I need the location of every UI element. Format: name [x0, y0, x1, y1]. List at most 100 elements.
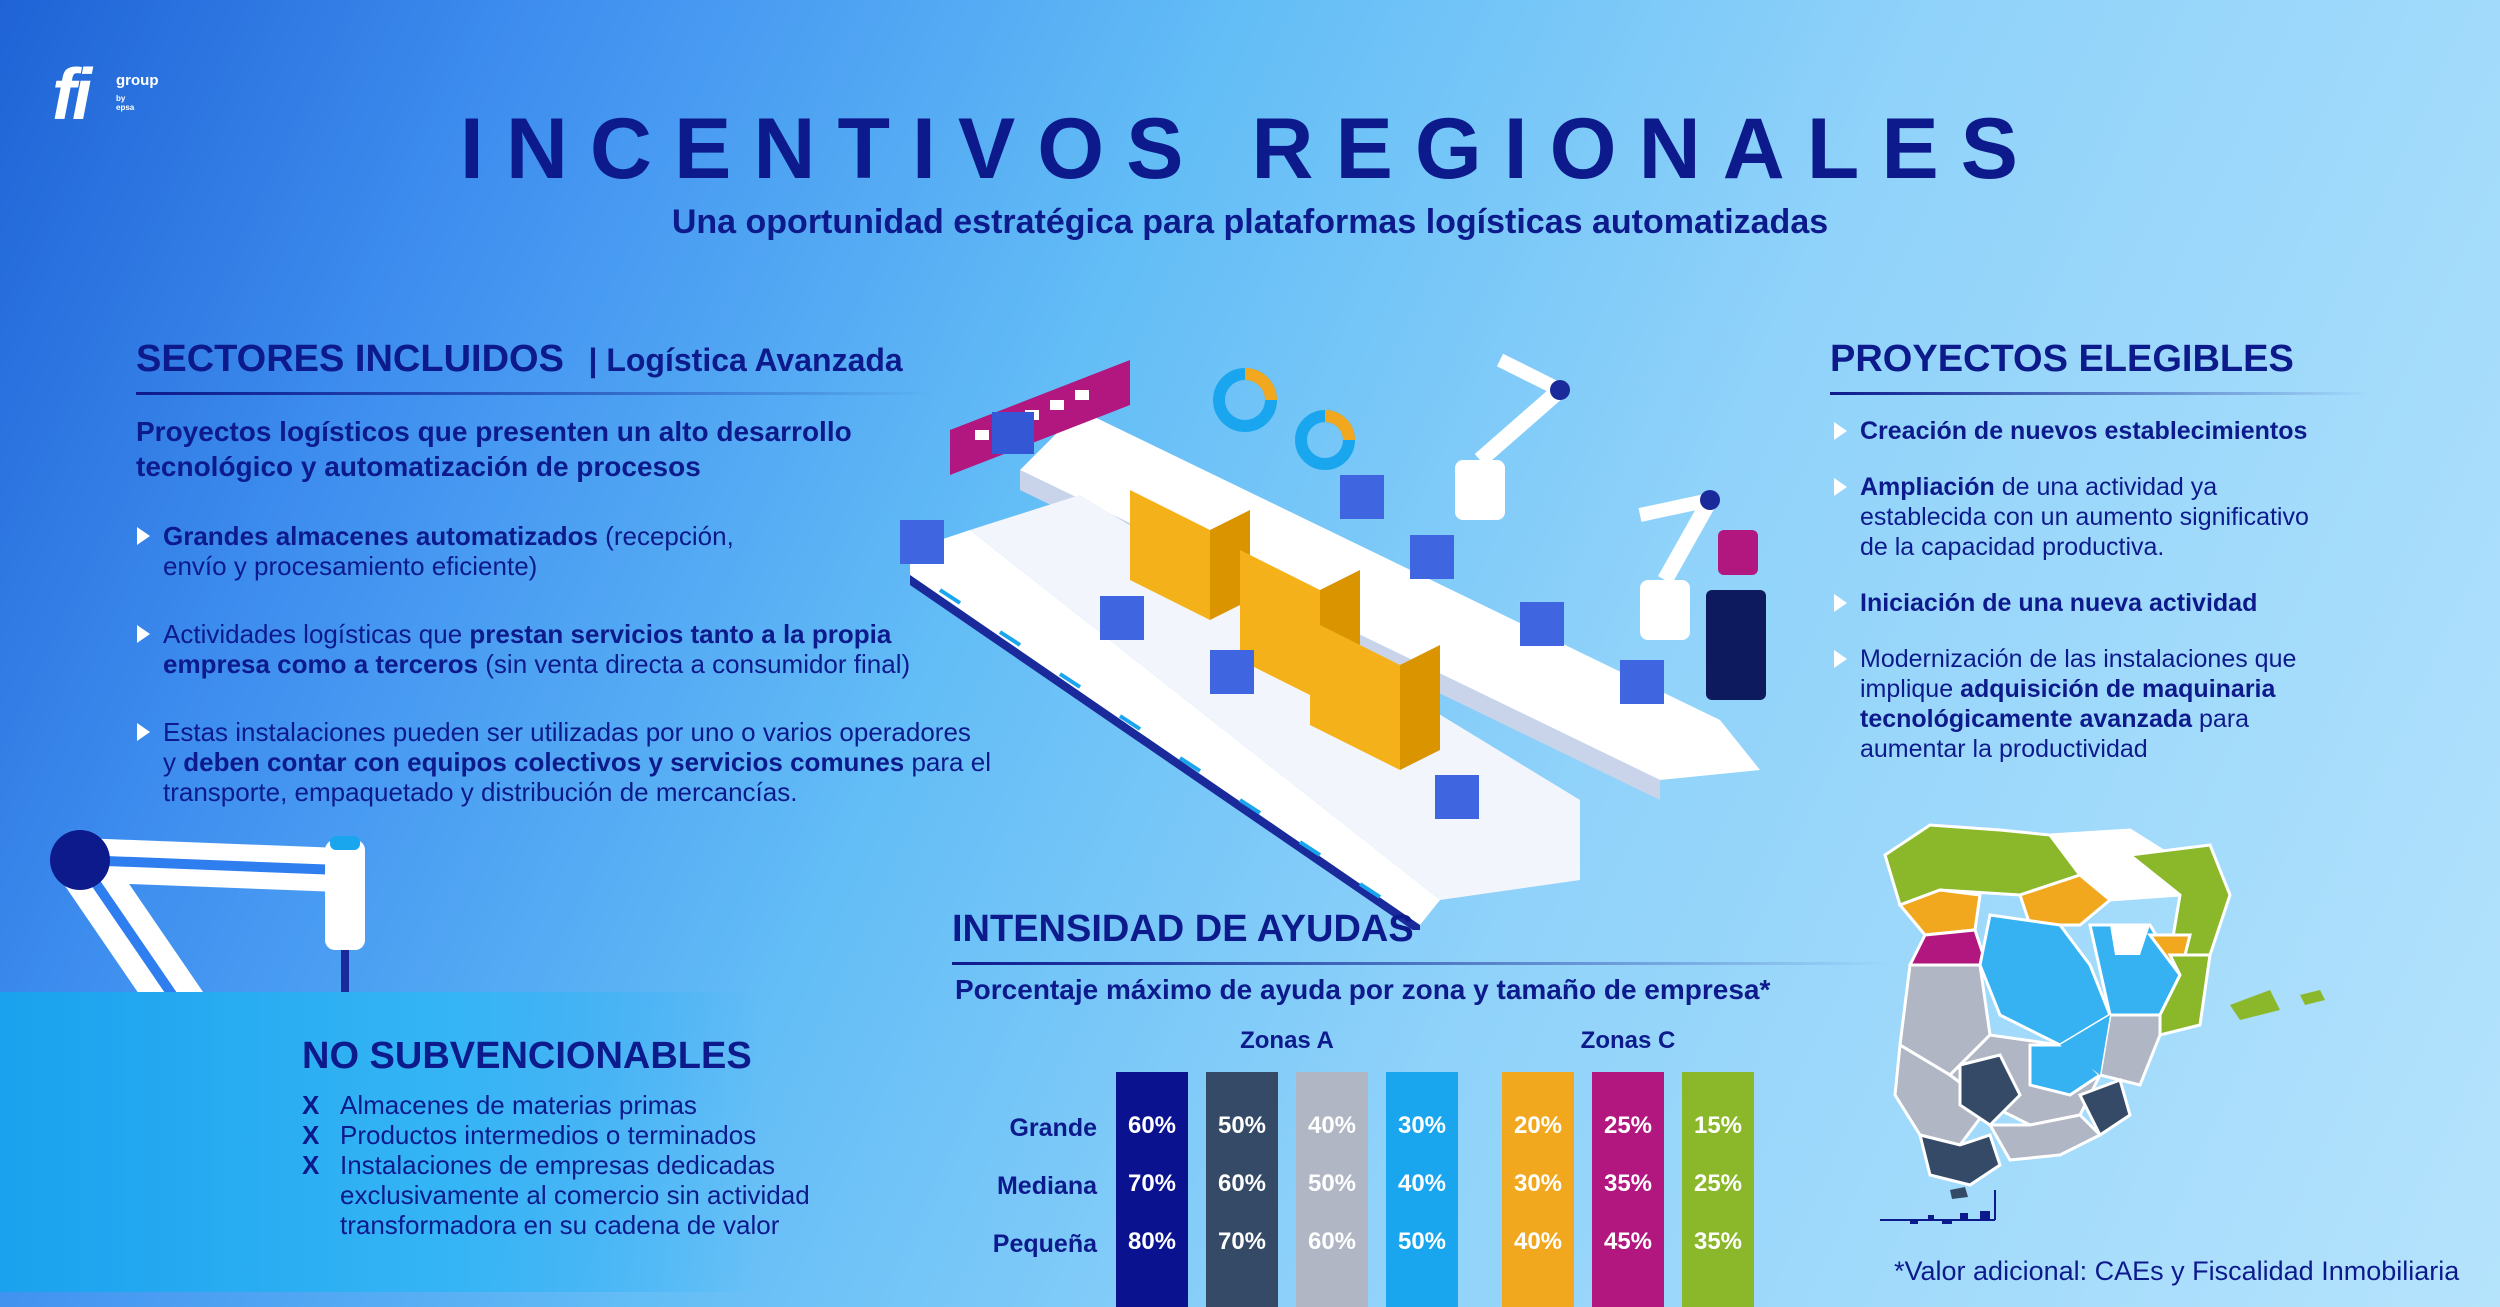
aid-value-label: 50%	[1397, 1228, 1447, 1255]
bullet-item: Estas instalaciones pueden ser utilizada…	[137, 717, 991, 807]
aid-value-label: 30%	[1397, 1112, 1447, 1139]
bullet-arrow-icon	[137, 723, 150, 741]
bullet-line: Actividades logísticas que prestan servi…	[163, 619, 910, 649]
sectores-heading-text: SECTORES INCLUIDOS	[136, 338, 564, 380]
aid-value-label: 40%	[1307, 1112, 1357, 1139]
bullet-arrow-icon	[137, 527, 150, 545]
bullet-arrow-icon	[1834, 422, 1847, 440]
bullet-text: establecida con un aumento significativo	[1860, 503, 2309, 531]
bullet-line: Modernización de las instalaciones que	[1860, 644, 2296, 674]
no-subvencionable-text: Almacenes de materias primas	[340, 1090, 697, 1120]
aid-value-label: 25%	[1603, 1112, 1653, 1139]
aid-value-label: 30%	[1513, 1170, 1563, 1197]
intensidad-underline	[952, 962, 1892, 965]
aid-value-label: 60%	[1127, 1112, 1177, 1139]
no-subvencionable-text: transformadora en su cadena de valor	[340, 1210, 780, 1240]
bullet-line: Iniciación de una nueva actividad	[1860, 588, 2257, 618]
logo-mark: fi	[52, 55, 92, 135]
fi-group-logo: fi group by epsa	[52, 55, 159, 135]
bullet-arrow-icon	[1834, 650, 1847, 668]
sectores-intro: Proyectos logísticos que presenten un al…	[136, 414, 852, 484]
bullet-bold-text: deben contar con equipos colectivos y se…	[183, 747, 905, 777]
bullet-bold-text: Ampliación	[1860, 473, 1995, 501]
intensidad-footnote: *Valor adicional: CAEs y Fiscalidad Inmo…	[1894, 1256, 2460, 1286]
bullet-line: implique adquisición de maquinaria	[1860, 674, 2296, 704]
logo-word: group	[116, 72, 159, 89]
zone-label: Zonas C	[1580, 1027, 1676, 1054]
no-subvencionable-line: transformadora en su cadena de valor	[302, 1210, 862, 1240]
bullet-line: Creación de nuevos establecimientos	[1860, 416, 2307, 446]
aid-value-label: 45%	[1603, 1228, 1653, 1255]
sectores-intro-line2: tecnológico y automatización de procesos	[136, 451, 701, 482]
sectores-heading: SECTORES INCLUIDOS | Logística Avanzada	[136, 338, 903, 381]
aid-value-label: 35%	[1603, 1170, 1653, 1197]
aid-value-label: 15%	[1693, 1112, 1743, 1139]
bullet-text: de la capacidad productiva.	[1860, 533, 2165, 561]
robot-arm-small-1	[1455, 353, 1570, 520]
no-subvencionable-line: X Almacenes de materias primas	[302, 1090, 862, 1120]
no-subvencionables-heading: NO SUBVENCIONABLES	[302, 1035, 752, 1077]
aid-value-label: 50%	[1217, 1112, 1267, 1139]
aid-value-label: 80%	[1127, 1228, 1177, 1255]
bullet-text: envío y procesamiento eficiente)	[163, 551, 538, 581]
aid-value-label: 35%	[1693, 1228, 1743, 1255]
bullet-text: Estas instalaciones pueden ser utilizada…	[163, 717, 971, 747]
bullet-line: empresa como a terceros (sin venta direc…	[163, 649, 910, 679]
aid-bar: 30% 40% 50%	[1386, 1072, 1458, 1307]
intensidad-subheading: Porcentaje máximo de ayuda por zona y ta…	[955, 974, 1771, 1005]
bullet-text: de una actividad ya	[1994, 473, 2218, 501]
no-subvencionables-list: X Almacenes de materias primas X Productos …	[302, 1090, 862, 1240]
bullet-item: Grandes almacenes automatizados (recepci…	[137, 521, 734, 581]
aid-value-label: 40%	[1513, 1228, 1563, 1255]
bullet-bold-text: Iniciación de una nueva actividad	[1860, 589, 2258, 617]
proyectos-underline	[1830, 392, 2370, 395]
aid-value-label: 60%	[1307, 1228, 1357, 1255]
aid-bar: 20% 30% 40%	[1502, 1072, 1574, 1307]
size-row-label: Mediana	[996, 1172, 1097, 1200]
bullet-item: Creación de nuevos establecimientos	[1834, 416, 2307, 446]
aid-bar: 25% 35% 45%	[1592, 1072, 1664, 1307]
control-panel	[1706, 530, 1766, 700]
no-subvencionable-text: Productos intermedios o terminados	[340, 1120, 757, 1150]
bullet-bold-text: adquisición de maquinaria	[1960, 675, 2276, 703]
sectores-underline	[136, 392, 936, 395]
bullet-line: Estas instalaciones pueden ser utilizada…	[163, 717, 991, 747]
no-subvencionable-text: Instalaciones de empresas dedicadas	[340, 1150, 776, 1180]
conveyor-illustration	[900, 353, 1766, 930]
bullet-line: Ampliación de una actividad ya	[1860, 472, 2309, 502]
robot-arm-small-2	[1638, 490, 1720, 640]
aid-value-label: 20%	[1513, 1112, 1563, 1139]
aid-value-label: 40%	[1397, 1170, 1447, 1197]
size-row-label: Grande	[1009, 1114, 1097, 1142]
page-title: INCENTIVOS REGIONALES	[459, 101, 2041, 197]
x-mark-icon: X	[302, 1150, 320, 1180]
bullet-text: aumentar la productividad	[1860, 735, 2148, 763]
x-mark-icon: X	[302, 1090, 320, 1120]
bullet-bold-text: prestan servicios tanto a la propia	[469, 619, 892, 649]
aid-value-label: 60%	[1217, 1170, 1267, 1197]
aid-bar: 15% 25% 35%	[1682, 1072, 1754, 1307]
bullet-line: transporte, empaquetado y distribución d…	[163, 777, 991, 807]
bullet-line: tecnológicamente avanzada para	[1860, 704, 2296, 734]
blue-cubes	[900, 412, 1664, 819]
aid-bar: 40% 50% 60%	[1296, 1072, 1368, 1307]
aid-intensity-chart: Grande Mediana Pequeña Zonas A 60% 70% 80% 50% 6…	[940, 1020, 1800, 1307]
bullet-item: Modernización de las instalaciones que im…	[1834, 644, 2296, 764]
bullet-item: Actividades logísticas que prestan servi…	[137, 619, 910, 679]
intensidad-heading: INTENSIDAD DE AYUDAS	[952, 908, 1414, 950]
bullet-line: de la capacidad productiva.	[1860, 532, 2309, 562]
bullet-bold-text: empresa como a terceros	[163, 649, 479, 679]
bullet-arrow-icon	[1834, 478, 1847, 496]
no-subvencionables-band	[0, 992, 760, 1292]
x-mark-icon: X	[302, 1120, 320, 1150]
bullet-line: establecida con un aumento significativo	[1860, 502, 2309, 532]
bullet-bold-text: Grandes almacenes automatizados	[163, 521, 598, 551]
zone-label: Zonas A	[1240, 1027, 1334, 1054]
bullet-text: y	[163, 747, 184, 777]
bullet-text: Modernización de las instalaciones que	[1860, 645, 2297, 673]
bullet-text: Actividades logísticas que	[163, 619, 470, 649]
yellow-packages	[1130, 490, 1440, 770]
size-row-label: Pequeña	[992, 1230, 1097, 1258]
bullet-line: aumentar la productividad	[1860, 734, 2296, 764]
bullet-text: (sin venta directa a consumidor final)	[478, 649, 911, 679]
